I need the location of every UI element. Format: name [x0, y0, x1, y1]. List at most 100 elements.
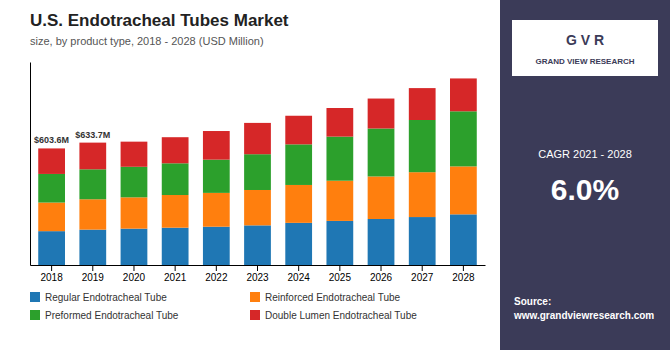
bar — [326, 108, 353, 137]
bar — [79, 143, 106, 170]
legend-item: Double Lumen Endotracheal Tube — [250, 310, 417, 321]
legend: Regular Endotracheal Tube Reinforced Endo… — [30, 292, 417, 321]
bar — [450, 214, 477, 265]
x-tick-mark — [51, 265, 52, 271]
legend-label: Preformed Endotracheal Tube — [45, 310, 179, 321]
x-tick-label: 2022 — [205, 272, 228, 283]
bar — [121, 167, 148, 198]
legend-label: Double Lumen Endotracheal Tube — [265, 310, 417, 321]
bar — [121, 229, 148, 265]
bar — [409, 120, 436, 172]
bar — [244, 225, 271, 265]
legend-item: Preformed Endotracheal Tube — [30, 310, 179, 321]
x-tick: 2021 — [164, 265, 187, 283]
logo-box — [512, 20, 658, 76]
x-tick-mark — [381, 265, 382, 271]
bar — [368, 219, 395, 265]
x-tick-mark — [257, 265, 258, 271]
sidebar: G V R GRAND VIEW RESEARCH CAGR 2021 - 2028… — [500, 0, 670, 350]
annotation: $603.6M — [34, 135, 69, 145]
legend-swatch — [30, 292, 40, 302]
bar — [326, 221, 353, 265]
x-tick-mark — [133, 265, 134, 271]
x-tick-mark — [175, 265, 176, 271]
sidebar-panel — [500, 0, 670, 350]
bar — [203, 193, 230, 227]
series — [38, 78, 477, 174]
y-axis — [30, 63, 31, 266]
x-tick-mark — [216, 265, 217, 271]
bar — [450, 111, 477, 166]
legend-swatch — [250, 292, 260, 302]
bar — [368, 176, 395, 219]
legend-label: Regular Endotracheal Tube — [45, 292, 167, 303]
bar — [38, 148, 65, 174]
bar — [79, 230, 106, 265]
x-tick: 2019 — [82, 265, 105, 283]
title: U.S. Endotracheal Tubes Market — [30, 11, 289, 30]
bar — [203, 131, 230, 160]
bar — [121, 142, 148, 167]
x-tick-label: 2023 — [246, 272, 269, 283]
x-tick-label: 2028 — [452, 272, 475, 283]
x-tick-mark — [463, 265, 464, 271]
bar — [121, 197, 148, 228]
x-tick-label: 2024 — [288, 272, 311, 283]
x-tick-label: 2025 — [329, 272, 352, 283]
source-line: Source: — [514, 296, 551, 307]
bar — [409, 172, 436, 217]
subtitle: size, by product type, 2018 - 2028 (USD … — [30, 35, 264, 47]
bar — [368, 129, 395, 177]
bar — [285, 144, 312, 185]
x-tick: 2027 — [411, 265, 434, 283]
source-line: www.grandviewresearch.com — [513, 310, 654, 321]
bar — [162, 163, 189, 195]
bar — [326, 137, 353, 181]
bar — [203, 227, 230, 265]
logo: G V R — [566, 32, 604, 48]
x-tick-mark — [339, 265, 340, 271]
series — [38, 111, 477, 202]
bar — [450, 78, 477, 111]
bar — [409, 88, 436, 120]
x-tick: 2020 — [123, 265, 146, 283]
x-tick-mark — [422, 265, 423, 271]
bar — [244, 190, 271, 225]
plot-area — [38, 78, 477, 265]
bar — [79, 199, 106, 229]
bar — [244, 123, 271, 154]
bar — [38, 231, 65, 265]
x-tick: 2025 — [329, 265, 352, 283]
bar — [285, 223, 312, 265]
y-axis-line — [30, 63, 31, 266]
legend-item: Reinforced Endotracheal Tube — [250, 292, 401, 303]
x-tick-label: 2026 — [370, 272, 393, 283]
bar — [203, 160, 230, 193]
x-axis: 2018 2019 2020 2021 2022 2023 2024 2025 2026 2027… — [31, 265, 486, 283]
x-tick: 2028 — [452, 265, 475, 283]
bar — [409, 217, 436, 265]
bar — [244, 154, 271, 190]
bar — [368, 99, 395, 129]
bar — [162, 137, 189, 163]
logo-subtitle: GRAND VIEW RESEARCH — [535, 57, 634, 66]
legend-item: Regular Endotracheal Tube — [30, 292, 167, 303]
x-tick-label: 2019 — [82, 272, 105, 283]
bar — [162, 228, 189, 265]
cagr-value: 6.0% — [551, 173, 619, 206]
x-tick-mark — [92, 265, 93, 271]
x-tick-label: 2020 — [123, 272, 146, 283]
x-tick-label: 2021 — [164, 272, 187, 283]
legend-swatch — [30, 310, 40, 320]
x-tick: 2022 — [205, 265, 228, 283]
x-tick-label: 2018 — [40, 272, 63, 283]
x-tick: 2024 — [288, 265, 311, 283]
source: Source: www.grandviewresearch.com — [513, 296, 654, 321]
bar — [38, 203, 65, 232]
chart: U.S. Endotracheal Tubes Market size, by p… — [0, 0, 670, 350]
legend-label: Reinforced Endotracheal Tube — [265, 292, 401, 303]
cagr-label: CAGR 2021 - 2028 — [538, 148, 632, 160]
bar — [285, 116, 312, 145]
bar — [79, 169, 106, 199]
legend-swatch — [250, 310, 260, 320]
